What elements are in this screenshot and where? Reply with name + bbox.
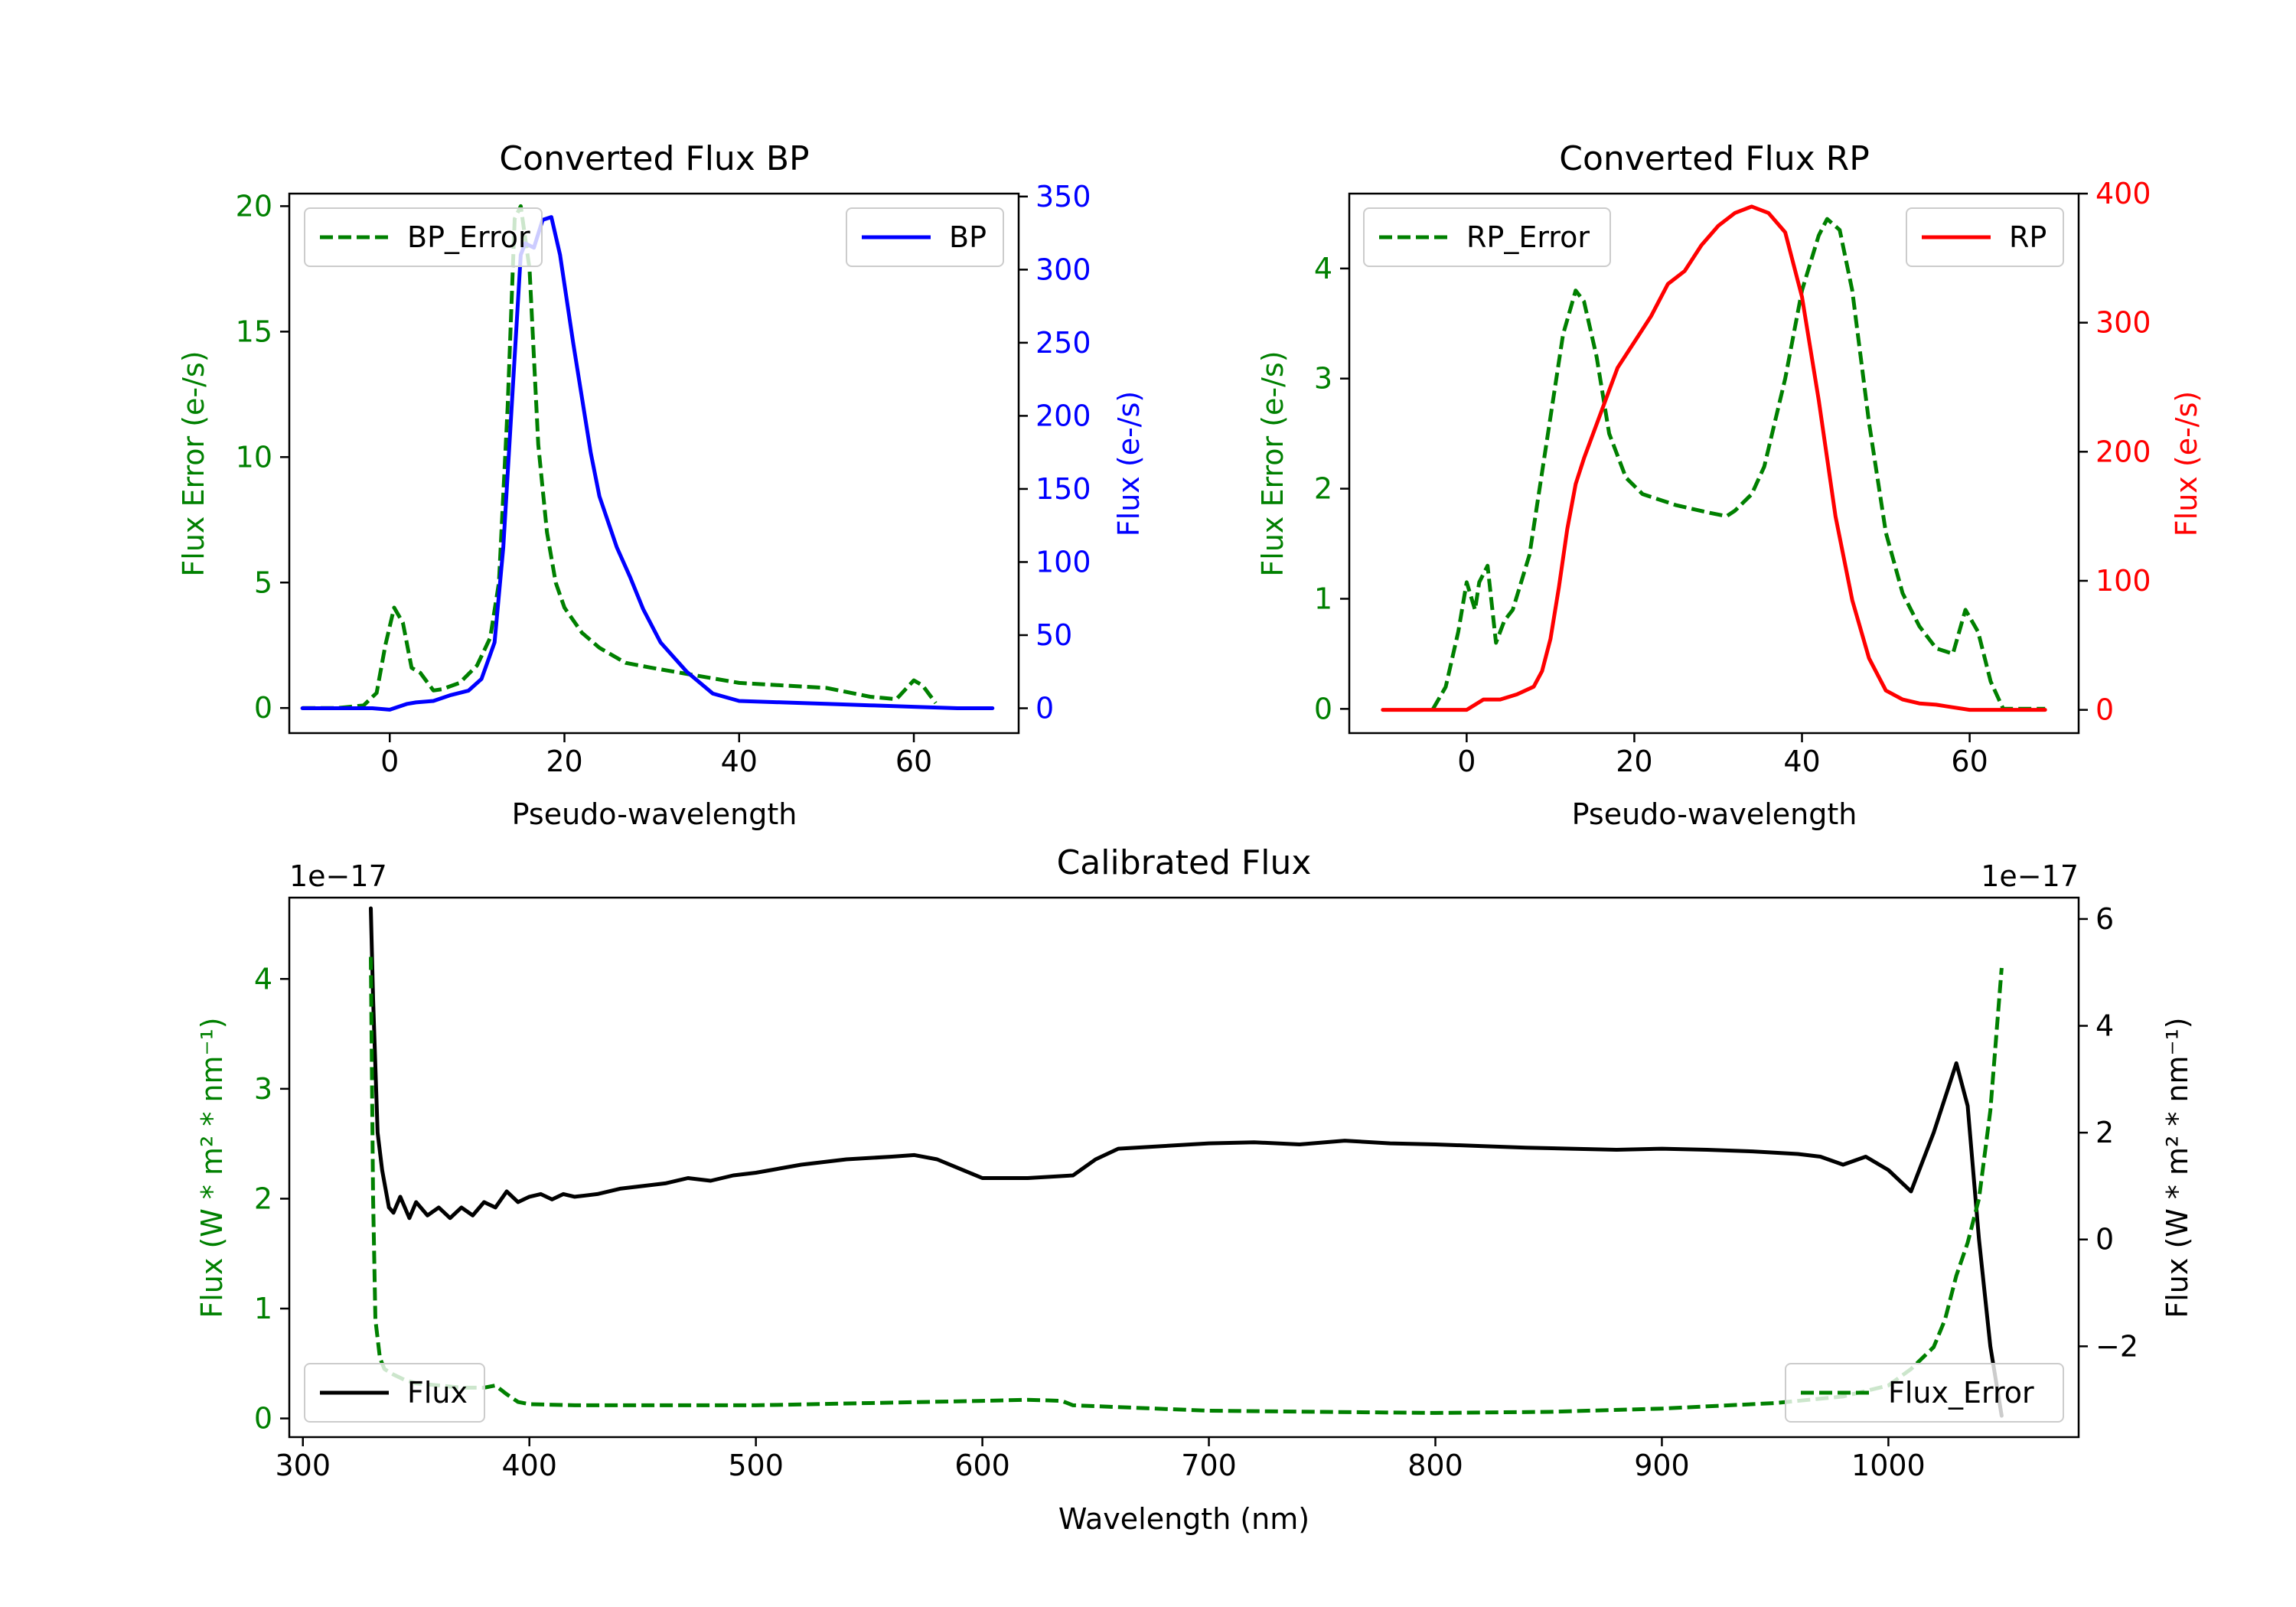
legend-label: RP xyxy=(2009,220,2047,254)
y-axis-label-right: Flux (e-/s) xyxy=(1112,391,1146,536)
legend-label: BP_Error xyxy=(407,220,530,254)
x-tick-label: 20 xyxy=(546,745,582,778)
series-line-bp xyxy=(300,215,995,712)
y-tick-label-left: 2 xyxy=(254,1182,272,1215)
legend-frame xyxy=(1785,1363,2064,1423)
legend-rp: RP xyxy=(1906,207,2064,267)
legend-label: Flux_Error xyxy=(1888,1376,2034,1410)
y-tick-label-right: 200 xyxy=(1035,399,1091,432)
plot-area: 300 400 500 600 700 800 900 1000 0 1 2 3 4 −2 0 2 4 6 xyxy=(254,902,2138,1482)
series-lines xyxy=(300,204,995,712)
legend-frame xyxy=(304,207,543,267)
y-axis-label-left: Flux (W * m² * nm⁻¹) xyxy=(195,1017,229,1318)
chart-rp: Converted Flux RP 0 20 40 60012340100200300… xyxy=(1256,139,2203,831)
legend-bp: BP xyxy=(846,207,1004,267)
axes-frame xyxy=(1348,192,2080,735)
y-tick-label-right: 200 xyxy=(2095,435,2151,468)
legend-label: RP_Error xyxy=(1466,220,1590,254)
legend-frame xyxy=(1363,207,1611,267)
y-axis-label-left: Flux Error (e-/s) xyxy=(177,350,210,576)
x-tick-label: 300 xyxy=(275,1449,331,1482)
series-line-rp xyxy=(1381,204,2047,712)
chart-title: Converted Flux RP xyxy=(1559,139,1870,178)
x-tick-label: 700 xyxy=(1181,1449,1237,1482)
y-tick-label-right: 0 xyxy=(2095,693,2114,727)
y-tick-label-right: 0 xyxy=(1035,692,1054,725)
y-tick-label-right: 250 xyxy=(1035,326,1091,360)
x-tick-label: 800 xyxy=(1407,1449,1463,1482)
legend-rp-error: RP_Error xyxy=(1363,207,1611,267)
chart-title: Calibrated Flux xyxy=(1057,843,1312,882)
chart-calibrated: Calibrated Flux 1e−17 1e−17 300 400 500 600… xyxy=(195,843,2194,1536)
legend-bp-error: BP_Error xyxy=(304,207,543,267)
x-tick-label: 400 xyxy=(501,1449,557,1482)
y-tick-label-left: 1 xyxy=(254,1292,272,1325)
y-tick-label-right: 50 xyxy=(1035,618,1072,652)
y-tick-label-right: 300 xyxy=(2095,306,2151,340)
y-tick-label-right: −2 xyxy=(2095,1329,2138,1363)
y-tick-label-right: 100 xyxy=(2095,564,2151,598)
legend-frame xyxy=(304,1363,485,1423)
legend-label: BP xyxy=(949,220,987,254)
x-axis-label: Pseudo-wavelength xyxy=(512,797,797,831)
x-tick-label: 500 xyxy=(728,1449,784,1482)
y-tick-label-right: 400 xyxy=(2095,177,2151,210)
y-tick-label-right: 6 xyxy=(2095,902,2114,936)
x-tick-label: 600 xyxy=(954,1449,1010,1482)
series-line-flux xyxy=(369,906,2004,1418)
x-tick-label: 40 xyxy=(721,745,758,778)
offset-label-right: 1e−17 xyxy=(1981,859,2079,893)
y-tick-label-left: 0 xyxy=(254,691,272,725)
y-tick-label-left: 4 xyxy=(254,962,272,996)
y-tick-label-right: 2 xyxy=(2095,1116,2114,1149)
y-tick-label-right: 100 xyxy=(1035,545,1091,579)
x-tick-label: 0 xyxy=(1457,745,1476,778)
axes-frame xyxy=(288,192,1020,735)
y-tick-label-left: 3 xyxy=(1314,362,1332,396)
x-axis-label: Wavelength (nm) xyxy=(1058,1502,1309,1536)
y-tick-label-right: 300 xyxy=(1035,253,1091,286)
y-tick-label-right: 0 xyxy=(2095,1223,2114,1257)
series-lines xyxy=(1381,204,2047,712)
legend-label: Flux xyxy=(407,1376,468,1410)
y-tick-label-left: 1 xyxy=(1314,582,1332,615)
x-tick-label: 1000 xyxy=(1851,1449,1926,1482)
y-axis-label-right: Flux (W * m² * nm⁻¹) xyxy=(2161,1017,2194,1318)
x-tick-label: 900 xyxy=(1634,1449,1690,1482)
y-tick-label-right: 150 xyxy=(1035,472,1091,506)
series-line-bp-error xyxy=(302,204,938,710)
y-tick-label-right: 4 xyxy=(2095,1009,2114,1043)
series-lines xyxy=(369,906,2004,1418)
y-tick-label-right: 350 xyxy=(1035,180,1091,214)
axes-frame xyxy=(288,896,2080,1439)
x-tick-label: 60 xyxy=(895,745,932,778)
y-tick-label-left: 10 xyxy=(236,440,272,474)
legend-flux-error: Flux_Error xyxy=(1785,1363,2064,1423)
y-tick-label-left: 3 xyxy=(254,1072,272,1106)
y-tick-label-left: 2 xyxy=(1314,472,1332,506)
y-tick-label-left: 15 xyxy=(236,315,272,348)
y-tick-label-left: 5 xyxy=(254,566,272,599)
y-axis-label-right: Flux (e-/s) xyxy=(2170,391,2203,536)
offset-label-left: 1e−17 xyxy=(289,859,387,893)
legend-flux: Flux xyxy=(304,1363,485,1423)
x-axis-label: Pseudo-wavelength xyxy=(1572,797,1857,831)
x-tick-label: 20 xyxy=(1616,745,1652,778)
chart-bp: Converted Flux BP 0 20 40 60051015200501001… xyxy=(177,139,1146,831)
x-tick-label: 0 xyxy=(380,745,399,778)
y-tick-label-left: 0 xyxy=(254,1402,272,1436)
y-tick-label-left: 4 xyxy=(1314,252,1332,285)
x-tick-label: 40 xyxy=(1783,745,1820,778)
y-axis-label-left: Flux Error (e-/s) xyxy=(1256,350,1290,576)
y-tick-label-left: 0 xyxy=(1314,692,1332,725)
chart-title: Converted Flux BP xyxy=(499,139,809,178)
x-tick-label: 60 xyxy=(1951,745,1988,778)
series-line-flux-error xyxy=(369,957,2004,1415)
y-tick-label-left: 20 xyxy=(236,189,272,223)
series-line-rp-error xyxy=(1431,217,2046,711)
